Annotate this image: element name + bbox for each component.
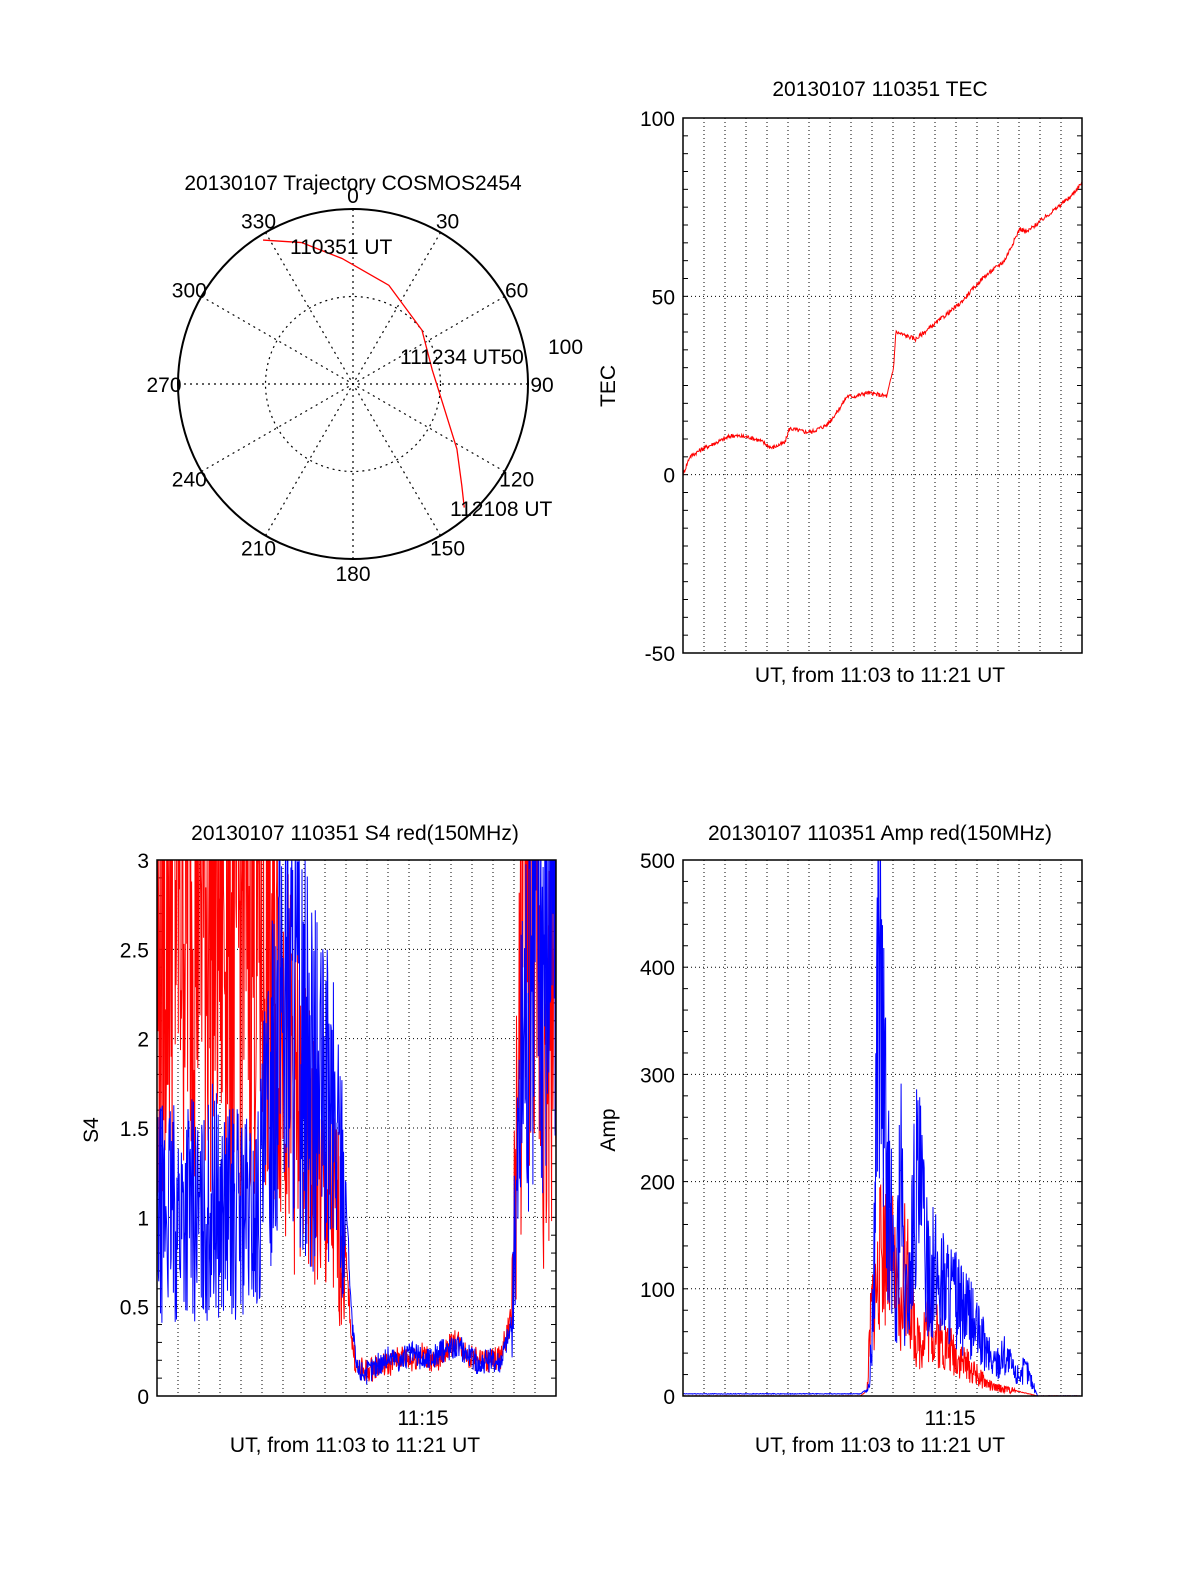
polar-radius-label: 100 [548,336,583,359]
x-tick-label: 11:15 [398,1407,449,1430]
y-tick-label: 0 [137,1386,149,1409]
s4-xlabel: UT, from 11:03 to 11:21 UT [230,1434,480,1457]
polar-angle-label: 210 [241,538,276,561]
y-tick-label: 100 [640,1279,675,1302]
y-tick-label: 0 [663,1386,675,1409]
y-tick-label: 1.5 [120,1118,149,1141]
polar-angle-label: 270 [146,374,181,397]
tec-ylabel: TEC [597,365,620,407]
y-tick-label: -50 [645,643,675,666]
polar-grid-circle [264,295,442,473]
y-tick-label: 2 [137,1029,149,1052]
s4-panel: 20130107 110351 S4 red(150MHz) 0 0.5 1 1.5 2… [80,822,557,1457]
y-tick-label: 400 [640,957,675,980]
polar-angle-label: 0 [347,185,359,208]
y-tick-label: 500 [640,850,675,873]
amp-xlabel: UT, from 11:03 to 11:21 UT [755,1434,1005,1457]
polar-angle-label: 300 [172,280,207,303]
trajectory-start-label: 110351 UT [290,236,393,259]
s4-title: 20130107 110351 S4 red(150MHz) [191,822,519,845]
s4-ylabel: S4 [80,1117,103,1143]
amp-ylabel: Amp [597,1108,620,1151]
polar-angle-label: 180 [335,563,370,586]
amp-panel: 20130107 110351 Amp red(150MHz) 0 100 200 3… [597,822,1083,1457]
tec-panel: 20130107 110351 TEC -50 0 50 100 UT, from 1… [597,78,1083,687]
y-tick-label: 50 [652,286,675,309]
series-line-red [683,1177,1082,1396]
y-tick-label: 2.5 [120,939,149,962]
y-tick-label: 0 [663,465,675,488]
polar-trajectory-panel: 20130107 Trajectory COSMOS2454 0 30 60 90 12… [146,172,583,586]
polar-radius-label: 50 [501,346,524,369]
polar-angle-label: 90 [530,374,553,397]
trajectory-end-label: 112108 UT [450,498,553,521]
trajectory-line [263,239,465,508]
y-tick-label: 200 [640,1172,675,1195]
series-line-red [157,860,556,1382]
y-tick-label: 3 [137,850,149,873]
polar-angle-label: 240 [172,469,207,492]
polar-angle-label: 30 [436,210,459,233]
y-tick-label: 100 [640,108,675,131]
plot-frame [682,117,1083,654]
plot-frame [156,859,557,1397]
polar-spoke [264,232,442,536]
plot-frame [682,859,1083,1397]
polar-angle-label: 330 [241,210,276,233]
tec-xlabel: UT, from 11:03 to 11:21 UT [755,664,1005,687]
tec-title: 20130107 110351 TEC [772,78,987,101]
amp-title: 20130107 110351 Amp red(150MHz) [708,822,1052,845]
polar-angle-label: 60 [505,280,528,303]
polar-angle-label: 120 [499,469,534,492]
series-line-red [683,181,1082,477]
y-tick-label: 300 [640,1064,675,1087]
y-tick-label: 1 [137,1207,149,1230]
trajectory-mid-label: 111234 UT [400,346,501,369]
polar-title: 20130107 Trajectory COSMOS2454 [184,172,522,195]
series-line-blue [157,860,556,1385]
polar-angle-label: 150 [430,538,465,561]
series-line-blue [683,860,1082,1396]
y-tick-label: 0.5 [120,1297,149,1320]
x-tick-label: 11:15 [925,1407,976,1430]
